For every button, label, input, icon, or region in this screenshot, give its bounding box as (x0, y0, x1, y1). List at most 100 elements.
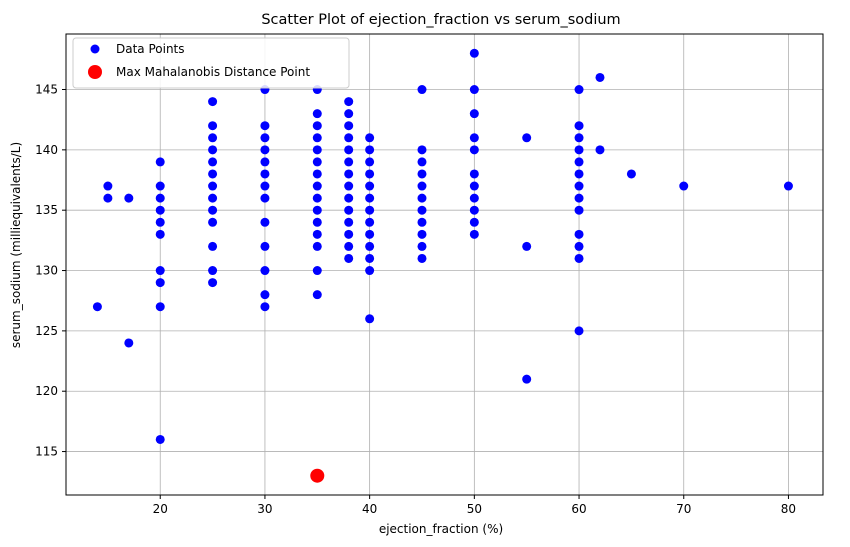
data-point (155, 229, 165, 239)
data-point (417, 157, 427, 167)
data-point (469, 193, 479, 203)
data-point (312, 193, 322, 203)
data-point (312, 181, 322, 191)
data-point (260, 302, 270, 312)
data-point (103, 193, 113, 203)
data-point (522, 374, 532, 384)
legend-box (72, 37, 350, 89)
data-point (574, 85, 584, 95)
data-point (417, 205, 427, 215)
data-point (260, 133, 270, 143)
data-point (155, 205, 165, 215)
data-point (574, 145, 584, 155)
data-point (155, 302, 165, 312)
data-point (574, 241, 584, 251)
data-point (365, 253, 375, 263)
y-tick-label: 120 (35, 384, 58, 398)
data-point (312, 266, 322, 276)
data-point (344, 181, 354, 191)
data-point (260, 266, 270, 276)
data-point (365, 157, 375, 167)
data-point (365, 169, 375, 179)
data-point (417, 229, 427, 239)
data-point (595, 145, 605, 155)
data-point (365, 145, 375, 155)
data-point (344, 157, 354, 167)
data-point (312, 109, 322, 119)
data-point (574, 326, 584, 336)
y-tick-label: 130 (35, 264, 58, 278)
data-point (208, 97, 218, 107)
data-point (155, 157, 165, 167)
data-point (312, 157, 322, 167)
x-tick-label: 50 (467, 502, 482, 516)
y-tick-label: 135 (35, 203, 58, 217)
data-point (155, 217, 165, 227)
data-point (208, 217, 218, 227)
data-point (469, 133, 479, 143)
data-point (783, 181, 793, 191)
data-point (469, 181, 479, 191)
x-tick-label: 20 (153, 502, 168, 516)
data-point (417, 145, 427, 155)
data-point (365, 266, 375, 276)
data-point (469, 85, 479, 95)
data-point (312, 205, 322, 215)
plot-area-frame (65, 33, 824, 496)
data-point (365, 205, 375, 215)
data-point (344, 193, 354, 203)
data-point (260, 181, 270, 191)
chart-title: Scatter Plot of ejection_fraction vs ser… (261, 12, 620, 28)
data-point (312, 169, 322, 179)
x-tick-label: 40 (362, 502, 377, 516)
data-point (92, 302, 102, 312)
data-point (365, 193, 375, 203)
data-point (155, 181, 165, 191)
y-tick-label: 115 (35, 445, 58, 459)
data-point (124, 193, 134, 203)
legend: Data Points Max Mahalanobis Distance Poi… (72, 37, 350, 89)
data-point (469, 229, 479, 239)
data-points (92, 48, 793, 483)
data-point (417, 85, 427, 95)
data-point (574, 253, 584, 263)
data-point (574, 157, 584, 167)
y-tick-label: 145 (35, 83, 58, 97)
data-point (469, 145, 479, 155)
data-point (155, 266, 165, 276)
data-point (208, 193, 218, 203)
data-point (365, 217, 375, 227)
y-tick-label: 140 (35, 143, 58, 157)
data-point (344, 241, 354, 251)
data-point (344, 133, 354, 143)
data-point (522, 241, 532, 251)
data-point (208, 133, 218, 143)
data-point (208, 181, 218, 191)
data-point (417, 253, 427, 263)
data-point (344, 121, 354, 131)
data-point (344, 97, 354, 107)
data-point (679, 181, 689, 191)
data-point (260, 290, 270, 300)
data-point (626, 169, 636, 179)
data-point (574, 121, 584, 131)
data-point (574, 133, 584, 143)
data-point (344, 229, 354, 239)
legend-marker-max-mahalanobis (88, 65, 102, 79)
data-point (417, 217, 427, 227)
data-point (344, 169, 354, 179)
data-point (208, 145, 218, 155)
data-point (469, 169, 479, 179)
data-point (155, 278, 165, 288)
data-point (417, 169, 427, 179)
legend-marker-data-points (90, 44, 100, 54)
max-mahalanobis-point (310, 468, 325, 483)
data-point (312, 145, 322, 155)
data-point (208, 121, 218, 131)
data-point (574, 193, 584, 203)
data-point (344, 253, 354, 263)
data-point (344, 109, 354, 119)
grid (66, 34, 823, 495)
